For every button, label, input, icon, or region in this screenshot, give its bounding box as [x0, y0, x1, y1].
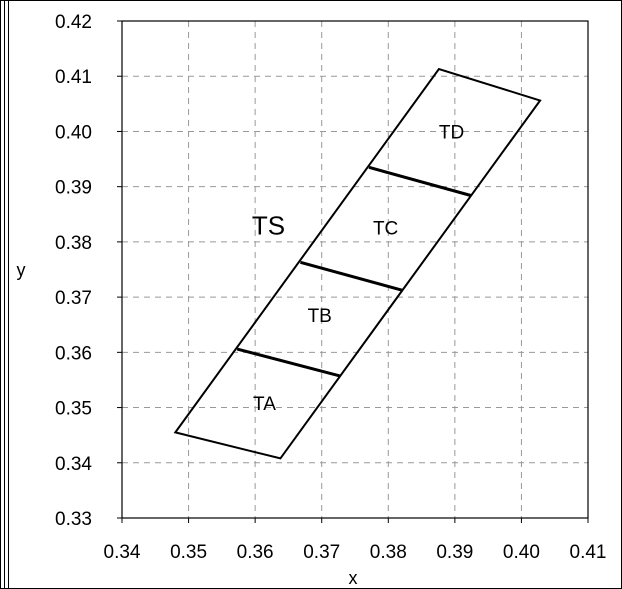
- gridlines: [122, 21, 588, 518]
- region-label-ta: TA: [253, 394, 276, 415]
- x-tick-label: 0.41: [570, 542, 607, 563]
- region-divider: [300, 260, 404, 292]
- y-tick-label: 0.34: [55, 454, 92, 475]
- region-shapes: [173, 67, 542, 460]
- y-tick-label: 0.35: [55, 399, 92, 420]
- x-axis-ticks: 0.34 0.35 0.36 0.37 0.38 0.39 0.40 0.41: [104, 518, 607, 563]
- region-outline: [173, 67, 542, 460]
- region-label-td: TD: [439, 122, 464, 143]
- y-tick-label: 0.36: [55, 343, 92, 364]
- x-tick-label: 0.37: [303, 542, 340, 563]
- y-tick-label: 0.37: [55, 288, 92, 309]
- y-tick-label: 0.38: [55, 233, 92, 254]
- region-labels: TA TB TC TD TS: [252, 122, 464, 415]
- plot-area: [121, 20, 589, 519]
- x-tick-label: 0.40: [503, 542, 540, 563]
- y-axis-label: y: [17, 260, 26, 280]
- region-label-tb: TB: [308, 306, 332, 327]
- y-tick-label: 0.33: [55, 509, 92, 530]
- x-tick-label: 0.34: [104, 542, 141, 563]
- region-label-tc: TC: [373, 219, 398, 240]
- region-divider: [368, 165, 472, 197]
- x-tick-label: 0.38: [370, 542, 407, 563]
- region-divider: [236, 347, 341, 378]
- x-tick-label: 0.35: [170, 542, 207, 563]
- region-label-ts: TS: [252, 211, 285, 241]
- y-tick-label: 0.42: [55, 12, 92, 33]
- y-tick-label: 0.39: [55, 178, 92, 199]
- x-tick-label: 0.36: [237, 542, 274, 563]
- x-tick-label: 0.39: [436, 542, 473, 563]
- x-axis-label: x: [349, 568, 358, 588]
- y-axis-ticks: 0.33 0.34 0.35 0.36 0.37 0.38 0.39 0.40 0.41 0.42: [55, 12, 122, 530]
- y-tick-label: 0.40: [55, 122, 92, 143]
- y-tick-label: 0.41: [55, 67, 92, 88]
